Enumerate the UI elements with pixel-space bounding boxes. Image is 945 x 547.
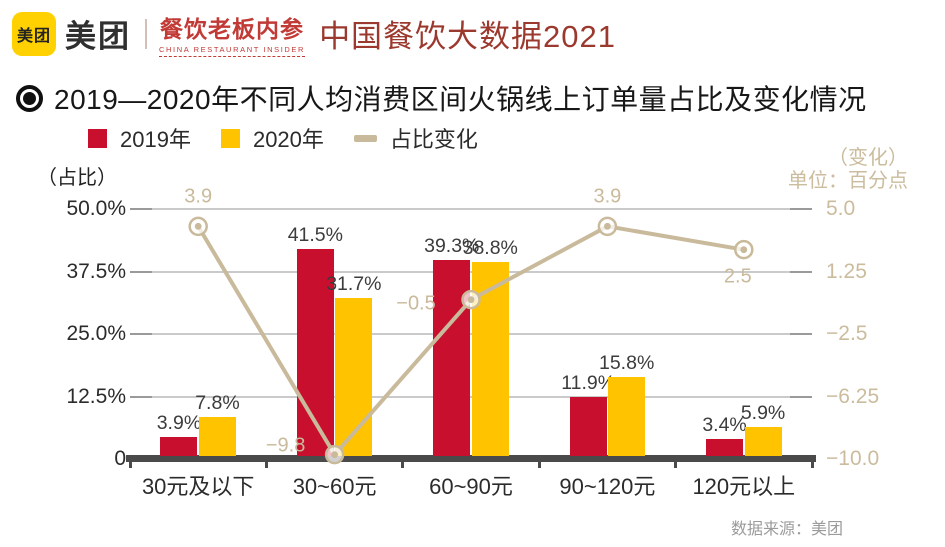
bar-2020年: [608, 377, 646, 456]
bar-value-label: 31.7%: [326, 272, 382, 295]
gridline-right-tick: [790, 333, 812, 335]
bar-value-label: 41.5%: [287, 223, 343, 246]
right-axis-caption-line1: （变化）: [828, 147, 908, 169]
right-axis-tick-label: −10.0: [826, 447, 880, 470]
left-axis-tick-label: 50.0%: [66, 197, 126, 220]
category-label: 30~60元: [292, 474, 377, 499]
meituan-logo-text: 美团: [16, 27, 51, 45]
meituan-logo-icon: 美团: [12, 11, 56, 56]
legend-item-2020: 2020年: [220, 122, 324, 154]
category-label: 30元及以下: [141, 474, 255, 499]
gridline-left-tick: [130, 395, 152, 398]
header-divider: [145, 18, 147, 49]
bar-value-label: 7.8%: [195, 392, 240, 414]
header: 美团 美团 餐饮老板内参 CHINA RESTAURANT INSIDER 中国…: [12, 10, 616, 57]
right-axis-tick-label: −2.5: [826, 322, 868, 345]
legend: 2019年 2020年 占比变化: [88, 122, 478, 154]
bar-2019年: [569, 396, 607, 456]
legend-label: 占比变化: [389, 127, 478, 152]
bar-2019年: [433, 259, 471, 456]
legend-label: 2020年: [252, 127, 324, 152]
change-value-label: −9.8: [265, 434, 306, 457]
legend-label: 2019年: [120, 127, 191, 152]
bar-2019年: [160, 436, 198, 456]
bar-2019年: [706, 439, 744, 456]
data-source-note: 数据来源：美团: [730, 521, 843, 538]
left-axis-tick-label: 37.5%: [66, 259, 126, 283]
gridline: [130, 270, 812, 273]
bar-2020年: [335, 297, 373, 456]
category-label: 60~90元: [429, 474, 513, 499]
legend-swatch-2020: [220, 128, 240, 148]
brand-block: 餐饮老板内参 CHINA RESTAURANT INSIDER: [159, 10, 306, 57]
right-axis-tick-label: 5.0: [826, 197, 856, 220]
gridline-right-tick: [790, 395, 812, 398]
gridline-left-tick: [130, 270, 152, 273]
left-axis-tick-label: 12.5%: [66, 384, 126, 408]
brand-subtext: CHINA RESTAURANT INSIDER: [159, 45, 306, 57]
change-value-label: 2.5: [723, 265, 752, 288]
gridline: [130, 208, 812, 210]
bullseye-icon: [16, 84, 43, 112]
bar-value-label: 38.8%: [462, 237, 518, 259]
page-title: 中国餐饮大数据2021: [319, 19, 617, 54]
legend-item-change: 占比变化: [353, 122, 478, 154]
gridline: [130, 333, 812, 335]
right-axis-tick-label: 1.25: [826, 259, 867, 283]
bar-value-label: 3.4%: [702, 414, 747, 436]
gridline-left-tick: [130, 333, 152, 335]
legend-swatch-2019: [88, 128, 107, 148]
gridline-left-tick: [130, 208, 152, 210]
meituan-wordmark: 美团: [65, 19, 131, 54]
brand-name: 餐饮老板内参: [160, 16, 305, 42]
right-axis-caption: （变化） 单位：百分点: [788, 147, 908, 193]
bar-2020年: [744, 426, 782, 456]
gridline-right-tick: [790, 270, 812, 273]
bar-value-label: 39.3%: [424, 234, 480, 257]
left-axis-tick-label: 0: [114, 447, 126, 470]
right-axis-caption-line2: 单位：百分点: [788, 170, 908, 192]
bar-value-label: 11.9%: [561, 371, 616, 394]
left-axis-caption: （占比）: [37, 167, 117, 189]
change-value-label: 3.9: [184, 185, 213, 208]
legend-item-2019: 2019年: [88, 122, 191, 154]
bar-value-label: 15.8%: [598, 352, 655, 374]
category-label: 90~120元: [559, 474, 656, 499]
bar-value-label: 5.9%: [740, 401, 786, 424]
chart-title: 2019—2020年不同人均消费区间火锅线上订单量占比及变化情况: [54, 84, 867, 115]
gridline: [130, 395, 812, 398]
bar-value-label: 3.9%: [156, 411, 202, 434]
change-value-label: 3.9: [593, 185, 622, 208]
section-title-row: 2019—2020年不同人均消费区间火锅线上订单量占比及变化情况: [16, 78, 867, 118]
category-label: 120元以上: [692, 474, 796, 499]
left-axis-tick-label: 25.0%: [66, 322, 126, 345]
legend-swatch-change-line: [353, 134, 377, 142]
bar-2020年: [198, 417, 236, 456]
right-axis-tick-label: −6.25: [826, 384, 880, 408]
bullseye-dot: [23, 91, 36, 105]
gridline-right-tick: [790, 208, 812, 210]
x-axis-line: [126, 455, 816, 462]
change-value-label: −0.5: [396, 292, 436, 315]
